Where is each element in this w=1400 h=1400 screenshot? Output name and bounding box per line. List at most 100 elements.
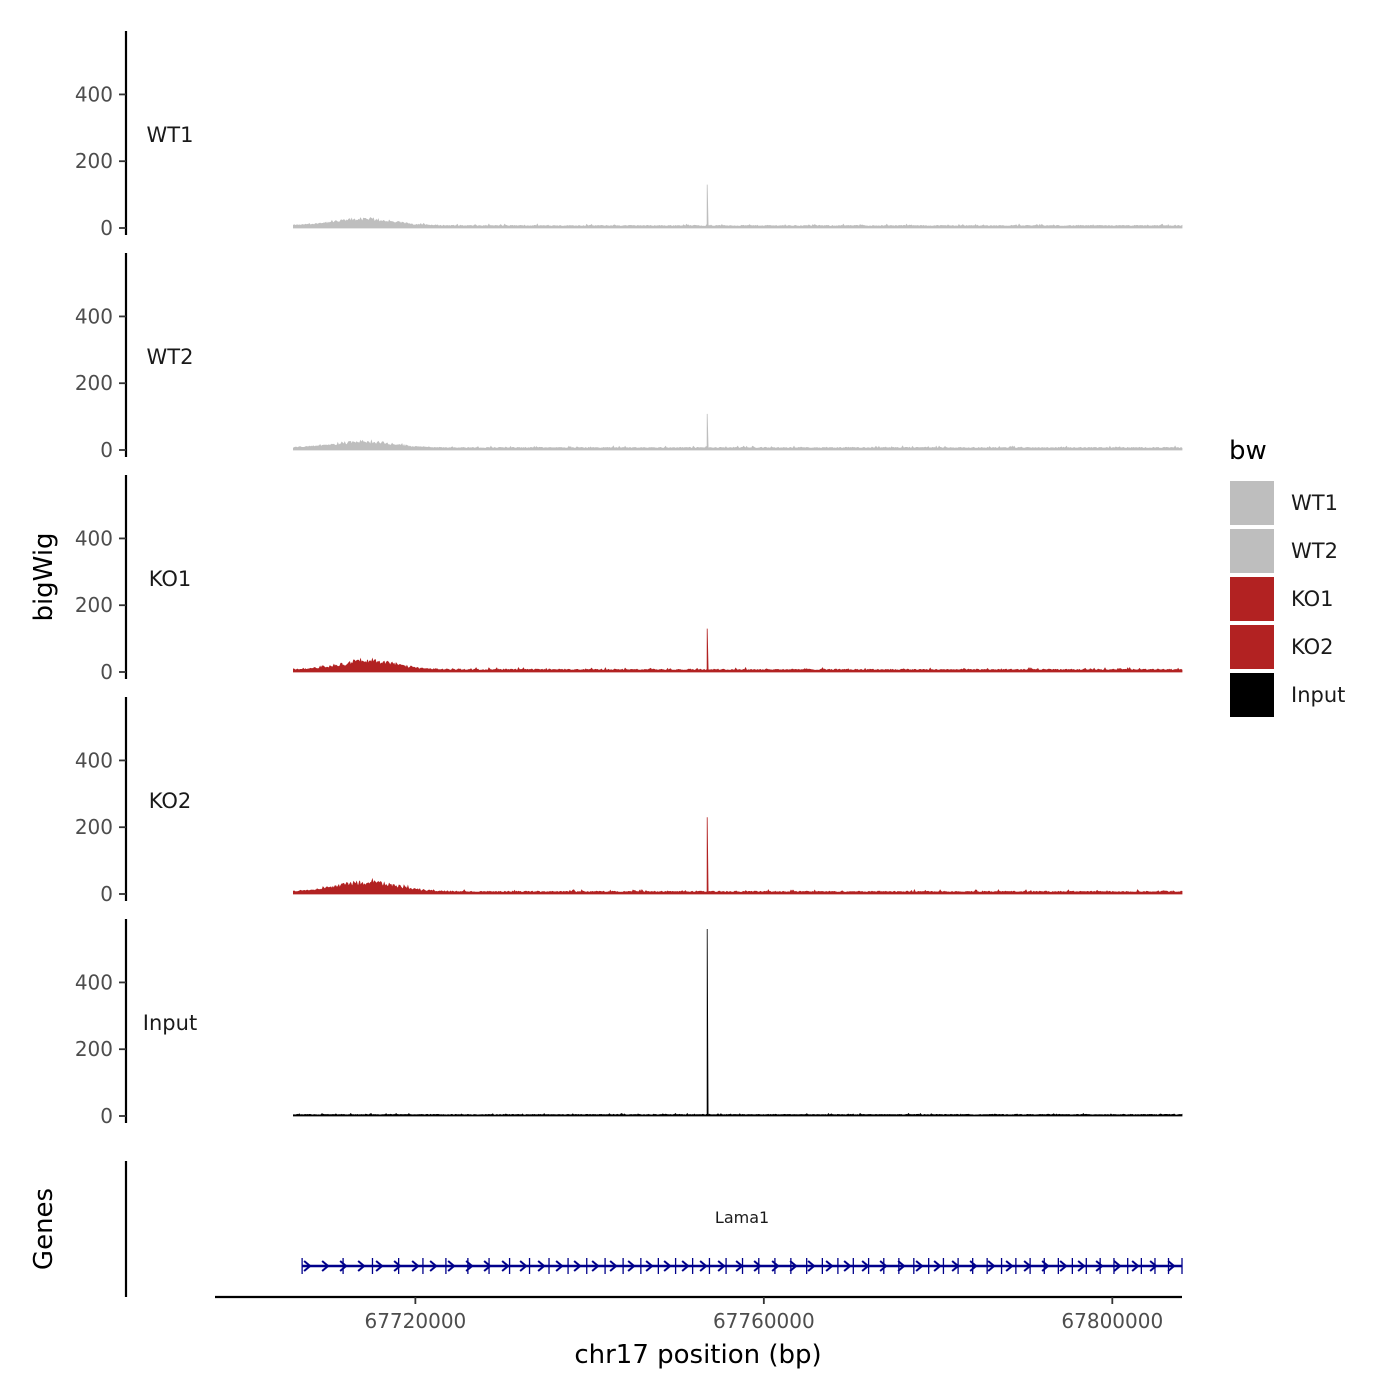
y-tick-label: 200 bbox=[75, 1037, 113, 1061]
strand-arrow bbox=[1059, 1260, 1068, 1272]
strand-arrow bbox=[1131, 1260, 1140, 1272]
y-tick-label: 400 bbox=[75, 748, 113, 772]
legend-swatch-input bbox=[1228, 671, 1276, 719]
strand-arrow bbox=[375, 1260, 384, 1272]
strand-arrow bbox=[627, 1260, 636, 1272]
strand-arrow bbox=[663, 1260, 672, 1272]
track-ko1: 0 200 400 KO1 bbox=[75, 475, 1183, 684]
y-tick-label: 0 bbox=[100, 216, 113, 240]
strand-arrow bbox=[393, 1260, 402, 1272]
track-label: WT1 bbox=[147, 123, 194, 147]
strand-arrow bbox=[339, 1260, 348, 1272]
strand-arrow bbox=[771, 1260, 780, 1272]
x-axis-title: chr17 position (bp) bbox=[574, 1340, 821, 1370]
y-tick-label: 400 bbox=[75, 82, 113, 106]
strand-arrow bbox=[753, 1260, 762, 1272]
legend-swatch-wt2 bbox=[1228, 527, 1276, 575]
signal-area-wt2 bbox=[293, 413, 1183, 451]
track-label: KO2 bbox=[149, 789, 192, 813]
y-tick-label: 0 bbox=[100, 438, 113, 462]
track-input: 0 200 400 Input bbox=[75, 919, 1183, 1128]
strand-arrow bbox=[789, 1260, 798, 1272]
gene-name-label: Lama1 bbox=[715, 1208, 769, 1227]
track-label: Input bbox=[143, 1011, 197, 1035]
strand-arrow bbox=[699, 1260, 708, 1272]
strand-arrow bbox=[897, 1260, 906, 1272]
strand-arrow bbox=[1149, 1260, 1158, 1272]
legend-swatch-ko1 bbox=[1228, 575, 1276, 623]
strand-arrow bbox=[879, 1260, 888, 1272]
legend-label-wt1: WT1 bbox=[1291, 491, 1338, 515]
strand-arrow bbox=[501, 1260, 510, 1272]
strand-arrow bbox=[519, 1260, 528, 1272]
y-tick-label: 200 bbox=[75, 593, 113, 617]
strand-arrow bbox=[717, 1260, 726, 1272]
track-wt1: 0 200 400 WT1 bbox=[75, 31, 1183, 240]
strand-arrow bbox=[465, 1260, 474, 1272]
bigwig-tracks: 0 200 400 WT1 0 200 400 WT2 0 200 400 KO1 0 200 400 KO2… bbox=[75, 31, 1183, 1128]
strand-arrow bbox=[1077, 1260, 1086, 1272]
y-tick-label: 0 bbox=[100, 1104, 113, 1128]
y-tick-label: 400 bbox=[75, 304, 113, 328]
signal-area-ko2 bbox=[293, 817, 1183, 895]
track-label: WT2 bbox=[147, 345, 194, 369]
strand-arrow bbox=[969, 1260, 978, 1272]
strand-arrow bbox=[987, 1260, 996, 1272]
signal-area-wt1 bbox=[293, 184, 1183, 229]
genes-axis-title: Genes bbox=[29, 1188, 59, 1270]
y-tick-label: 200 bbox=[75, 815, 113, 839]
track-ko2: 0 200 400 KO2 bbox=[75, 697, 1183, 906]
strand-arrow bbox=[429, 1260, 438, 1272]
x-tick-label: 67720000 bbox=[364, 1309, 466, 1333]
strand-arrow bbox=[609, 1260, 618, 1272]
strand-arrow bbox=[537, 1260, 546, 1272]
y-tick-label: 0 bbox=[100, 660, 113, 684]
signal-area-ko1 bbox=[293, 628, 1183, 673]
strand-arrow bbox=[933, 1260, 942, 1272]
strand-arrow bbox=[573, 1260, 582, 1272]
track-label: KO1 bbox=[149, 567, 192, 591]
legend-label-wt2: WT2 bbox=[1291, 539, 1338, 563]
legend-label-ko2: KO2 bbox=[1291, 635, 1334, 659]
strand-arrow bbox=[483, 1260, 492, 1272]
strand-arrow bbox=[735, 1260, 744, 1272]
strand-arrow bbox=[303, 1260, 312, 1272]
x-axis: 67720000 67760000 67800000 bbox=[215, 1295, 1182, 1333]
strand-arrow bbox=[555, 1260, 564, 1272]
strand-arrow bbox=[591, 1260, 600, 1272]
strand-arrow bbox=[825, 1260, 834, 1272]
gene-lama1: Lama1 bbox=[301, 1208, 1183, 1274]
strand-arrow bbox=[807, 1260, 816, 1272]
y-tick-label: 400 bbox=[75, 526, 113, 550]
strand-arrow bbox=[411, 1260, 420, 1272]
y-tick-label: 200 bbox=[75, 149, 113, 173]
x-tick-label: 67800000 bbox=[1061, 1309, 1163, 1333]
strand-arrow bbox=[843, 1260, 852, 1272]
legend-title: bw bbox=[1229, 436, 1267, 466]
legend-label-ko1: KO1 bbox=[1291, 587, 1334, 611]
strand-arrow bbox=[645, 1260, 654, 1272]
legend-swatch-ko2 bbox=[1228, 623, 1276, 671]
y-tick-label: 400 bbox=[75, 970, 113, 994]
strand-arrow bbox=[1113, 1260, 1122, 1272]
y-tick-label: 200 bbox=[75, 371, 113, 395]
legend: bw WT1 WT2 KO1 KO2 Input bbox=[1228, 436, 1345, 719]
track-wt2: 0 200 400 WT2 bbox=[75, 253, 1183, 462]
strand-arrow bbox=[1041, 1260, 1050, 1272]
x-tick-label: 67760000 bbox=[713, 1309, 815, 1333]
strand-arrow bbox=[357, 1260, 366, 1272]
y-axis-title: bigWig bbox=[29, 532, 59, 621]
y-tick-label: 0 bbox=[100, 882, 113, 906]
strand-arrow bbox=[951, 1260, 960, 1272]
strand-arrow bbox=[681, 1260, 690, 1272]
strand-arrow bbox=[1167, 1260, 1176, 1272]
strand-arrow bbox=[1023, 1260, 1032, 1272]
legend-label-input: Input bbox=[1291, 683, 1345, 707]
strand-arrow bbox=[321, 1260, 330, 1272]
gene-track: Lama1 bbox=[124, 1161, 1183, 1297]
strand-arrow bbox=[915, 1260, 924, 1272]
legend-swatch-wt1 bbox=[1228, 479, 1276, 527]
strand-arrow bbox=[861, 1260, 870, 1272]
strand-arrow bbox=[447, 1260, 456, 1272]
